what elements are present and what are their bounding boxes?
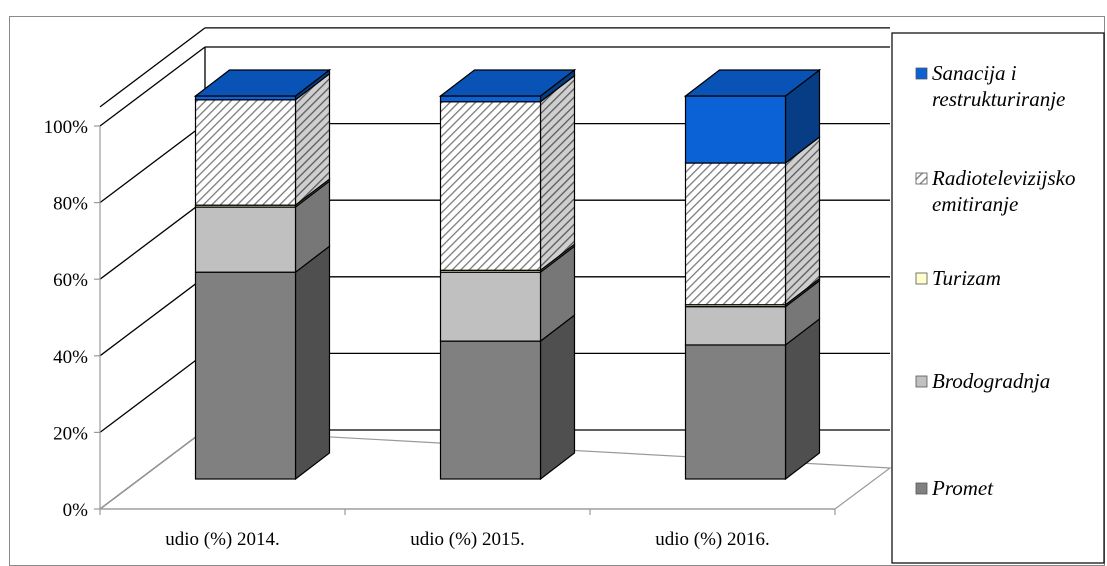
bar-segment-promet bbox=[194, 244, 331, 481]
bar-front bbox=[684, 162, 787, 306]
y-tick-label: 40% bbox=[53, 347, 88, 368]
bar-segment-promet bbox=[684, 317, 821, 481]
legend-swatch bbox=[915, 375, 928, 388]
category-label: udio (%) 2014. bbox=[165, 529, 280, 550]
bar-side bbox=[539, 74, 576, 272]
y-tick-label: 60% bbox=[53, 270, 88, 291]
bar-front bbox=[439, 271, 542, 342]
legend-item: Promet bbox=[915, 476, 994, 500]
bar-stack bbox=[438, 68, 577, 481]
bar-front bbox=[439, 95, 542, 103]
bar-top bbox=[438, 69, 577, 97]
bar-segment-radiotelevizijsko-emitiranje bbox=[439, 74, 576, 272]
bar-stack bbox=[683, 68, 822, 481]
legend-label: Promet bbox=[931, 476, 994, 500]
legend-label: Brodogradnja bbox=[932, 369, 1050, 393]
legend-swatch bbox=[915, 172, 928, 185]
bar-segment-sanacija-i-restrukturiranje bbox=[194, 68, 331, 102]
gridline-diagonal bbox=[99, 46, 206, 127]
legend-label: restrukturiranje bbox=[932, 87, 1065, 111]
back-wall-top-diagonal bbox=[99, 27, 206, 108]
bar-segment-brodogradnja bbox=[439, 244, 576, 343]
y-tick-label: 0% bbox=[63, 500, 89, 521]
bar-front bbox=[439, 101, 542, 271]
y-tick-label: 80% bbox=[53, 194, 88, 215]
legend-label: Sanacija i bbox=[932, 61, 1017, 85]
bar-segment-brodogradnja bbox=[194, 179, 331, 274]
bar-front bbox=[684, 306, 787, 346]
bar-side bbox=[294, 244, 331, 481]
legend-box bbox=[891, 32, 1105, 564]
y-tick-label: 100% bbox=[44, 117, 89, 138]
legend-item: Turizam bbox=[915, 266, 1001, 290]
bar-segment-radiotelevizijsko-emitiranje bbox=[194, 72, 331, 207]
gridline-diagonal bbox=[99, 199, 206, 280]
legend-item: Brodogradnja bbox=[915, 369, 1050, 393]
legend-label: emitiranje bbox=[932, 192, 1018, 216]
bar-front bbox=[439, 340, 542, 480]
bar-top bbox=[683, 69, 822, 97]
bar-front bbox=[194, 271, 297, 480]
bar-front bbox=[684, 344, 787, 480]
bar-front bbox=[194, 99, 297, 206]
bar-top bbox=[193, 69, 332, 97]
legend-label: Radiotelevizijsko bbox=[931, 166, 1075, 190]
bar-segment-sanacija-i-restrukturiranje bbox=[684, 68, 821, 165]
bar-segment-radiotelevizijsko-emitiranje bbox=[684, 135, 821, 306]
gridline-diagonal bbox=[99, 352, 206, 433]
gridline-diagonal bbox=[99, 123, 206, 204]
bar-front bbox=[194, 206, 297, 273]
bar-segment-brodogradnja bbox=[684, 279, 821, 347]
bar-stack bbox=[193, 68, 332, 481]
category-label: udio (%) 2015. bbox=[410, 529, 525, 550]
bar-segment-promet bbox=[439, 313, 576, 481]
bar-front bbox=[684, 95, 787, 164]
legend-swatch bbox=[915, 67, 928, 80]
bar-side bbox=[539, 313, 576, 481]
gridline-diagonal bbox=[99, 276, 206, 357]
legend-label: Turizam bbox=[932, 266, 1001, 290]
bar-side bbox=[784, 135, 821, 306]
legend-swatch bbox=[915, 482, 928, 495]
y-tick-label: 20% bbox=[53, 423, 88, 444]
legend-swatch bbox=[915, 272, 928, 285]
bar-side bbox=[784, 317, 821, 481]
category-label: udio (%) 2016. bbox=[655, 529, 770, 550]
